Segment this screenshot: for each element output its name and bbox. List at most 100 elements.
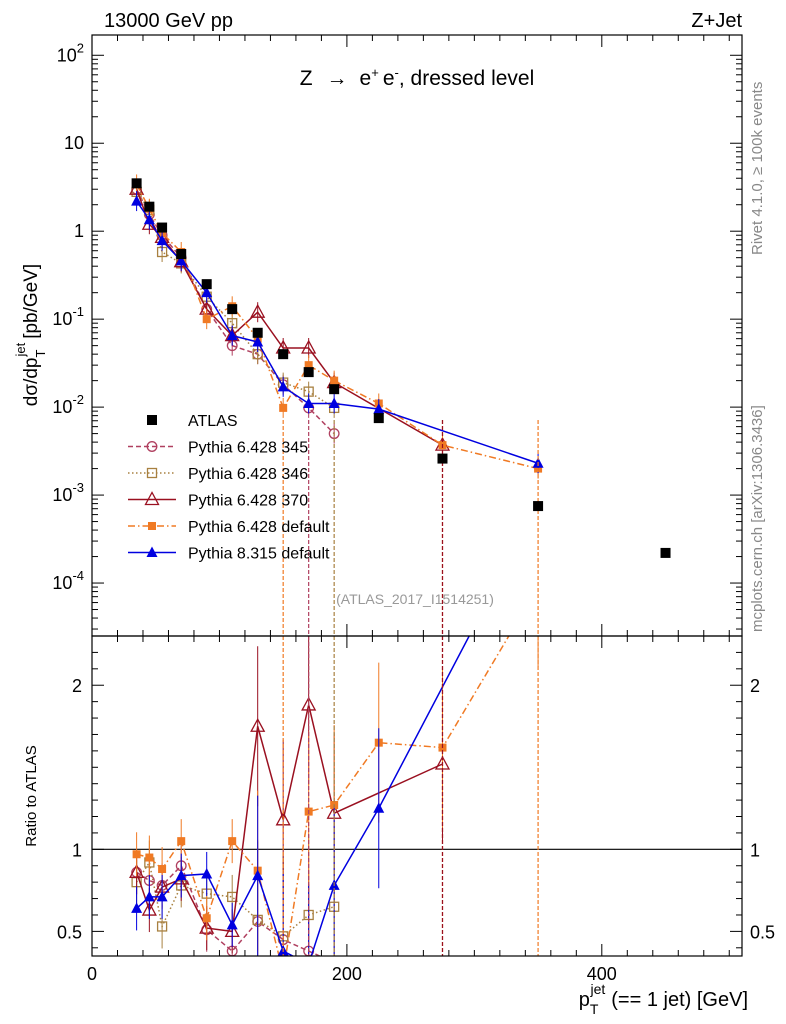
data-point — [304, 361, 313, 370]
legend-item-pythia-8-315-default: Pythia 8.315 default — [128, 546, 330, 563]
series-pythia-6-428-default — [132, 174, 543, 479]
legend-label: Pythia 6.428 345 — [188, 440, 308, 457]
ratio-series-line — [136, 864, 322, 956]
ratio-series-pythia-8-315-default — [131, 636, 471, 969]
ratio-data-point — [143, 890, 155, 902]
main-y-tick-label: 1 — [74, 221, 84, 241]
series-line — [135, 188, 443, 446]
data-point — [328, 397, 340, 408]
series-line — [135, 188, 335, 435]
data-point — [131, 178, 142, 189]
ratio-data-point — [250, 717, 266, 732]
legend: ATLAS Pythia 6.428 345 Pythia 6.428 346 Pyt… — [128, 413, 330, 563]
ratio-data-point — [132, 850, 141, 859]
series-pythia-6-428-370 — [129, 179, 451, 456]
legend-label: Pythia 8.315 default — [188, 546, 330, 563]
data-point — [329, 384, 340, 395]
data-point — [201, 279, 212, 290]
header-collision-label: 13000 GeV pp — [104, 10, 233, 32]
data-point — [437, 453, 448, 464]
main-y-tick-label: 10-1 — [52, 304, 84, 329]
data-point — [175, 254, 187, 266]
ratio-data-point — [228, 837, 237, 846]
legend-marker — [147, 415, 157, 425]
main-ylabel: dσ/dpTjet[pb/GeV] — [13, 264, 48, 406]
legend-marker — [146, 467, 158, 479]
legend-label: Pythia 6.428 370 — [188, 493, 308, 510]
data-point — [176, 249, 187, 260]
main-panel-series — [129, 174, 671, 636]
data-point — [226, 329, 238, 341]
ratio-panel-axes: 0.5 0.5 1 1 2 2 0 200 400 — [57, 636, 775, 984]
legend-label: Pythia 6.428 346 — [188, 466, 308, 483]
data-point — [373, 403, 385, 414]
data-point — [157, 222, 168, 233]
data-point — [277, 380, 289, 392]
data-point — [143, 213, 155, 225]
data-point — [252, 335, 264, 347]
mcplots-reference-label: mcplots.cern.ch [arXiv:1306.3436] — [749, 405, 766, 632]
ratio-data-point — [226, 918, 238, 930]
main-y-tick-label: 10-4 — [52, 568, 84, 593]
ratio-data-point — [129, 863, 145, 878]
main-y-tick-label: 10 — [64, 133, 84, 153]
data-point — [278, 349, 289, 360]
ratio-data-point — [177, 837, 186, 846]
legend-item-pythia-6-428-345: Pythia 6.428 345 — [128, 440, 308, 457]
ratio-data-point — [156, 890, 168, 902]
rivet-version-label: Rivet 4.1.0, ≥ 100k events — [749, 82, 766, 255]
data-point — [373, 413, 384, 424]
data-point — [330, 376, 339, 385]
analysis-reference-annotation: (ATLAS_2017_I1514251) — [336, 591, 494, 607]
legend-marker — [144, 491, 160, 506]
legend-item-atlas: ATLAS — [147, 413, 238, 430]
data-point — [144, 201, 155, 212]
data-point — [252, 327, 263, 338]
series-pythia-6-428-346 — [131, 181, 340, 418]
ratio-panel-series — [129, 636, 539, 976]
ratio-series-line — [135, 704, 443, 933]
x-tick-label: 0 — [87, 964, 97, 984]
data-point — [301, 339, 317, 354]
ratio-y-tick-label: 2 — [72, 676, 82, 696]
ratio-series-pythia-6-428-370 — [129, 636, 451, 954]
ratio-data-point — [279, 968, 287, 976]
legend-item-pythia-6-428-370: Pythia 6.428 370 — [128, 491, 308, 510]
ratio-series-pythia-6-428-346 — [131, 826, 340, 956]
ratio-data-point — [201, 867, 213, 879]
ratio-data-point — [303, 958, 314, 969]
ratio-data-point — [373, 802, 385, 813]
ratio-panel-frame — [91, 635, 743, 957]
data-point — [533, 501, 544, 512]
main-panel-axes: 10-4 10-3 10-2 10-1 1 10 102 — [52, 35, 742, 636]
data-point — [202, 315, 211, 324]
ratio-y-tick-label-right: 0.5 — [750, 922, 775, 942]
ratio-series-line — [135, 860, 335, 938]
legend-marker — [146, 441, 158, 452]
ratio-y-tick-label: 0.5 — [57, 922, 82, 942]
series-line — [135, 200, 539, 464]
data-point — [227, 304, 238, 315]
data-point — [303, 397, 315, 408]
legend-label: ATLAS — [188, 413, 238, 430]
ratio-data-point — [175, 869, 187, 881]
legend-marker — [146, 546, 158, 557]
data-point — [131, 195, 143, 206]
ratio-y-tick-label-right: 1 — [750, 840, 760, 860]
ratio-data-point — [252, 869, 264, 881]
legend-label: Pythia 6.428 default — [188, 519, 330, 536]
legend-item-pythia-6-428-346: Pythia 6.428 346 — [128, 466, 308, 483]
ratio-series-line — [136, 636, 471, 956]
x-tick-label: 200 — [332, 964, 362, 984]
main-y-tick-label: 10-3 — [52, 480, 84, 505]
data-point — [303, 367, 314, 378]
x-tick-label: 400 — [587, 964, 617, 984]
series-atlas — [131, 178, 671, 558]
ratio-series-pythia-6-428-default — [132, 636, 539, 976]
ratio-data-point — [202, 914, 211, 923]
main-y-tick-label: 10-2 — [52, 392, 84, 417]
ratio-y-tick-label-right: 2 — [750, 676, 760, 696]
data-point — [156, 234, 168, 246]
ratio-y-tick-label: 1 — [72, 840, 82, 860]
